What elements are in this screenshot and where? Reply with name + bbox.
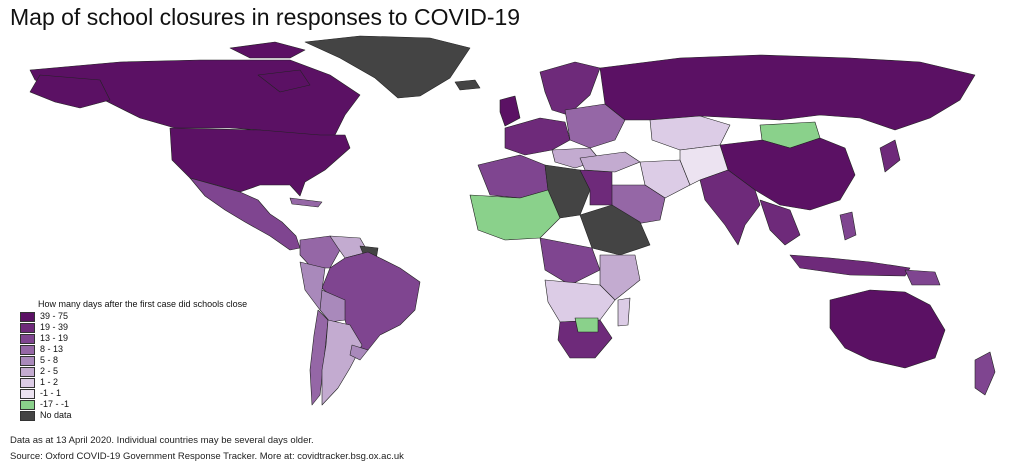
legend-swatch — [20, 399, 35, 410]
legend-item: 8 - 13 — [20, 344, 247, 355]
region-kazakhstan — [649, 115, 731, 151]
legend-swatch — [20, 388, 35, 399]
region-se-asia — [759, 199, 801, 246]
region-philippines — [839, 211, 857, 241]
region-bolivia — [319, 289, 346, 323]
legend-swatch — [20, 355, 35, 366]
legend-item: 5 - 8 — [20, 355, 247, 366]
legend-label: 2 - 5 — [40, 366, 59, 376]
region-iceland — [454, 79, 481, 91]
region-caribbean — [289, 197, 323, 208]
legend-label: -17 - -1 — [40, 399, 70, 409]
legend-label: No data — [40, 410, 72, 420]
legend-swatch — [20, 333, 35, 344]
legend-label: 13 - 19 — [40, 333, 69, 343]
region-papua — [904, 269, 941, 286]
region-argentina — [321, 319, 363, 406]
legend-swatch — [20, 344, 35, 355]
region-japan — [879, 139, 901, 173]
region-west-europe — [504, 117, 571, 156]
region-alaska — [29, 74, 111, 109]
region-arctic-islands — [229, 41, 306, 59]
region-india — [699, 169, 761, 246]
legend-label: 1 - 2 — [40, 377, 59, 387]
legend-swatch — [20, 366, 35, 377]
source-note: Source: Oxford COVID-19 Government Respo… — [10, 451, 404, 462]
region-uk — [499, 95, 521, 127]
region-southern-africa — [557, 319, 613, 359]
region-central-africa — [539, 237, 601, 286]
region-turkey — [579, 151, 641, 173]
region-iran — [639, 159, 691, 199]
region-new-zealand — [974, 351, 996, 396]
legend-label: -1 - 1 — [40, 388, 62, 398]
legend-item: -17 - -1 — [20, 399, 247, 410]
region-egypt — [579, 169, 613, 206]
legend-title: How many days after the first case did s… — [38, 299, 248, 309]
legend-label: 8 - 13 — [40, 344, 64, 354]
legend-item: 13 - 19 — [20, 333, 247, 344]
region-greenland — [304, 35, 471, 99]
legend-label: 39 - 75 — [40, 311, 69, 321]
legend-swatch — [20, 322, 35, 333]
legend-item: No data — [20, 410, 247, 421]
region-east-africa — [599, 254, 641, 301]
region-uruguay — [349, 344, 369, 361]
region-madagascar — [617, 297, 631, 327]
legend-item: 39 - 75 — [20, 311, 247, 322]
legend-item: 1 - 2 — [20, 377, 247, 388]
legend-item: -1 - 1 — [20, 388, 247, 399]
region-indonesia — [789, 254, 911, 277]
map-title: Map of school closures in responses to C… — [10, 4, 521, 30]
region-russia — [599, 54, 976, 131]
region-australia — [829, 289, 946, 369]
legend-item: 2 - 5 — [20, 366, 247, 377]
legend-label: 5 - 8 — [40, 355, 59, 365]
region-zimbabwe — [574, 317, 599, 333]
region-arctic-islands-2 — [257, 69, 311, 93]
region-north-africa-west — [477, 154, 549, 199]
region-scandinavia — [539, 61, 601, 116]
legend: How many days after the first case did s… — [20, 299, 247, 421]
legend-item: 19 - 39 — [20, 322, 247, 333]
legend-swatch — [20, 311, 35, 322]
legend-label: 19 - 39 — [40, 322, 69, 332]
legend-swatch — [20, 410, 35, 421]
data-note: Data as at 13 April 2020. Individual cou… — [10, 435, 314, 446]
region-west-africa — [469, 189, 561, 241]
legend-swatch — [20, 377, 35, 388]
world-choropleth-map — [29, 35, 996, 406]
